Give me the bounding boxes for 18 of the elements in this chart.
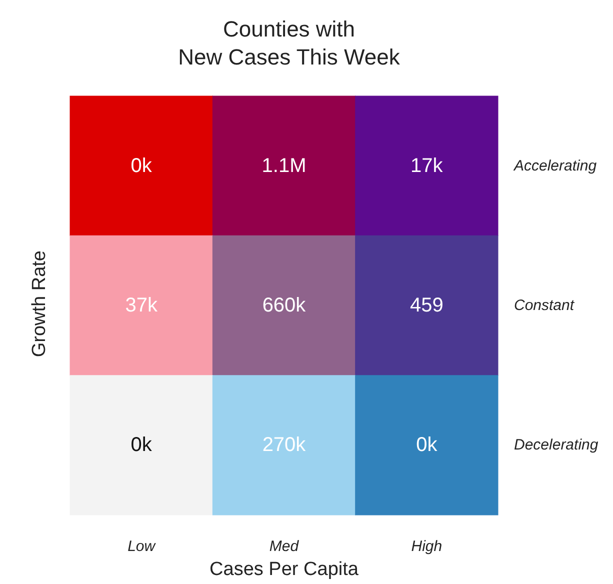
data-label: 459 — [410, 294, 444, 316]
x-tick-label: Low — [128, 538, 156, 555]
y-tick-label: Accelerating — [513, 157, 598, 174]
data-label: 0k — [130, 154, 153, 177]
y-tick-label: Decelerating — [514, 436, 599, 454]
x-tick-label: Med — [269, 538, 300, 555]
x-axis-title: Cases Per Capita — [210, 559, 359, 580]
data-label: 660k — [262, 294, 307, 316]
x-tick-label: High — [411, 538, 442, 555]
data-label: 37k — [125, 294, 158, 316]
data-label: 1.1M — [262, 154, 306, 177]
y-tick-label: Constant — [514, 297, 575, 314]
chart-title: Counties with New Cases This Week — [178, 16, 401, 70]
data-label: 0k — [416, 434, 438, 456]
data-label: 270k — [262, 434, 307, 456]
data-label: 17k — [410, 154, 444, 177]
data-label: 0k — [130, 434, 153, 456]
y-axis-title: Growth Rate — [29, 250, 50, 358]
